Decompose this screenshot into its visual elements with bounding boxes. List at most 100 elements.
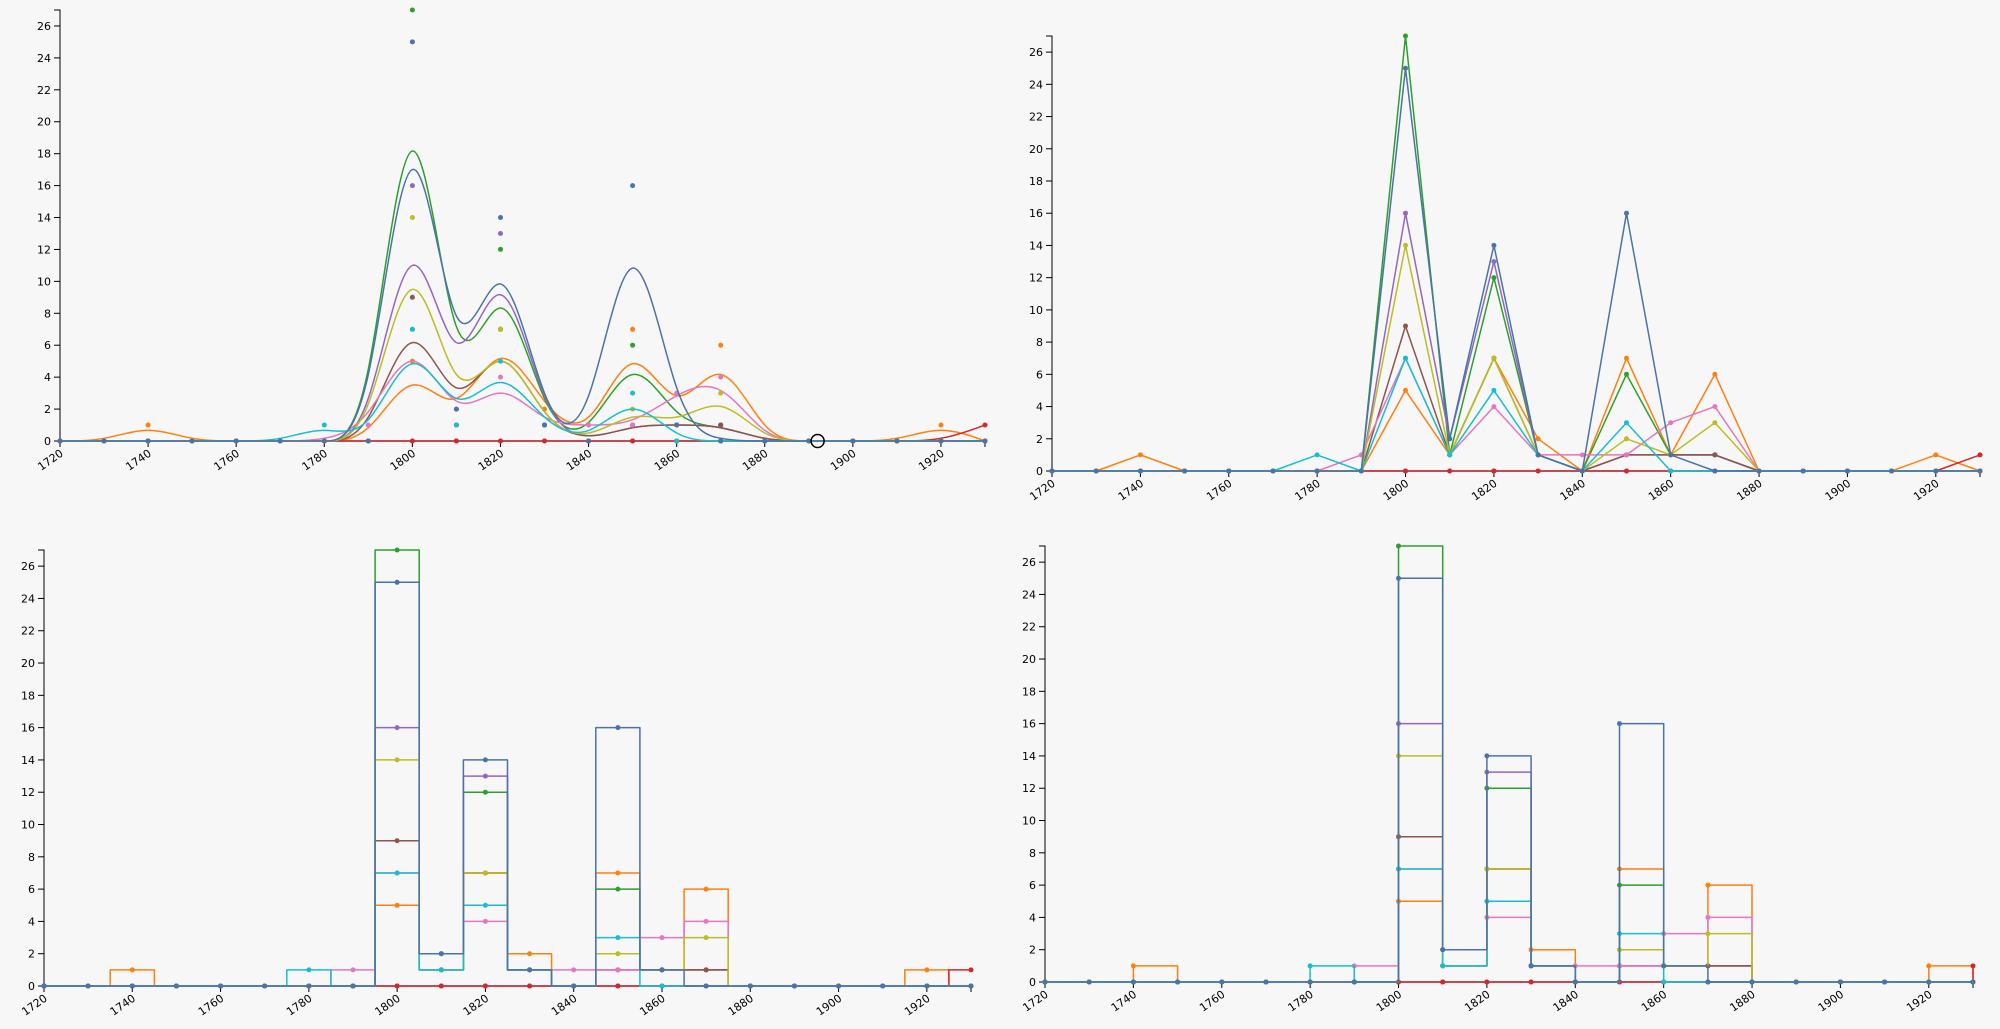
data-point[interactable]: [924, 983, 930, 989]
data-point[interactable]: [1572, 979, 1578, 985]
data-point[interactable]: [1440, 947, 1446, 953]
data-point[interactable]: [394, 983, 400, 989]
data-point[interactable]: [394, 902, 400, 908]
data-point[interactable]: [1624, 210, 1629, 216]
data-point[interactable]: [1447, 468, 1453, 474]
data-point[interactable]: [674, 438, 680, 444]
data-point[interactable]: [173, 983, 179, 989]
data-point[interactable]: [1705, 882, 1711, 888]
data-point[interactable]: [350, 983, 356, 989]
data-point[interactable]: [409, 438, 415, 444]
data-point[interactable]: [762, 438, 768, 444]
data-point[interactable]: [630, 390, 636, 396]
data-point[interactable]: [394, 579, 400, 585]
data-point[interactable]: [1837, 979, 1843, 985]
data-point[interactable]: [409, 215, 415, 220]
data-point[interactable]: [129, 967, 135, 973]
data-point[interactable]: [630, 326, 636, 332]
data-point[interactable]: [659, 935, 665, 941]
data-point[interactable]: [498, 231, 503, 236]
data-point[interactable]: [615, 725, 621, 731]
data-point[interactable]: [1705, 979, 1711, 985]
data-point[interactable]: [1624, 452, 1629, 458]
data-point[interactable]: [438, 967, 444, 973]
data-point[interactable]: [409, 39, 415, 45]
data-point[interactable]: [1528, 979, 1534, 985]
data-point[interactable]: [1749, 979, 1755, 985]
data-point[interactable]: [1175, 979, 1181, 985]
data-point[interactable]: [703, 967, 709, 973]
data-point[interactable]: [1579, 468, 1585, 474]
data-point[interactable]: [1403, 242, 1408, 248]
data-point[interactable]: [1351, 979, 1357, 985]
data-point[interactable]: [1396, 543, 1401, 549]
data-point[interactable]: [1491, 468, 1497, 474]
data-point[interactable]: [365, 422, 371, 428]
data-point[interactable]: [982, 422, 988, 428]
data-point[interactable]: [542, 438, 547, 444]
data-point[interactable]: [1624, 355, 1629, 361]
data-point[interactable]: [1528, 963, 1534, 969]
data-point[interactable]: [1712, 404, 1718, 410]
data-point[interactable]: [394, 870, 400, 876]
data-point[interactable]: [718, 374, 724, 380]
data-point[interactable]: [1712, 371, 1718, 377]
data-point[interactable]: [409, 294, 415, 300]
data-point[interactable]: [1535, 452, 1541, 458]
data-point[interactable]: [1668, 420, 1674, 426]
data-point[interactable]: [703, 935, 709, 941]
data-point[interactable]: [482, 789, 488, 795]
data-point[interactable]: [1484, 979, 1490, 985]
data-point[interactable]: [968, 967, 974, 973]
data-point[interactable]: [85, 983, 91, 989]
data-point[interactable]: [703, 918, 709, 924]
data-point[interactable]: [482, 773, 488, 779]
data-point[interactable]: [659, 983, 665, 989]
data-point[interactable]: [1403, 323, 1408, 329]
data-point[interactable]: [938, 438, 944, 444]
data-point[interactable]: [409, 326, 415, 332]
data-point[interactable]: [498, 326, 503, 332]
data-point[interactable]: [1535, 436, 1541, 442]
data-point[interactable]: [542, 422, 547, 428]
data-point[interactable]: [1314, 452, 1320, 458]
data-point[interactable]: [498, 438, 503, 444]
data-point[interactable]: [1086, 979, 1092, 985]
data-point[interactable]: [482, 902, 488, 908]
data-point[interactable]: [1844, 468, 1850, 474]
data-point[interactable]: [1358, 468, 1364, 474]
data-point[interactable]: [1403, 355, 1408, 361]
data-point[interactable]: [1933, 468, 1939, 474]
data-point[interactable]: [836, 983, 842, 989]
data-point[interactable]: [1307, 963, 1313, 969]
data-point[interactable]: [482, 757, 488, 763]
data-point[interactable]: [1579, 452, 1585, 458]
data-point[interactable]: [394, 838, 400, 844]
data-point[interactable]: [586, 438, 592, 444]
data-point[interactable]: [1491, 275, 1497, 281]
data-point[interactable]: [1396, 575, 1401, 581]
data-point[interactable]: [630, 342, 636, 348]
data-point[interactable]: [880, 983, 886, 989]
data-point[interactable]: [630, 438, 636, 444]
data-point[interactable]: [1130, 963, 1136, 969]
data-point[interactable]: [101, 438, 107, 444]
data-point[interactable]: [1491, 404, 1497, 410]
data-point[interactable]: [1491, 242, 1497, 248]
data-point[interactable]: [1926, 963, 1932, 969]
data-point[interactable]: [1882, 979, 1888, 985]
data-point[interactable]: [1137, 468, 1143, 474]
data-point[interactable]: [453, 438, 459, 444]
data-point[interactable]: [615, 951, 621, 957]
data-point[interactable]: [1042, 979, 1048, 985]
data-point[interactable]: [1491, 387, 1497, 393]
data-point[interactable]: [1977, 452, 1983, 458]
data-point[interactable]: [703, 983, 709, 989]
data-point[interactable]: [1484, 753, 1490, 759]
data-point[interactable]: [718, 422, 724, 428]
data-point[interactable]: [1933, 452, 1939, 458]
data-point[interactable]: [218, 983, 224, 989]
data-point[interactable]: [498, 358, 503, 364]
data-point[interactable]: [718, 390, 724, 396]
data-point[interactable]: [306, 967, 312, 973]
